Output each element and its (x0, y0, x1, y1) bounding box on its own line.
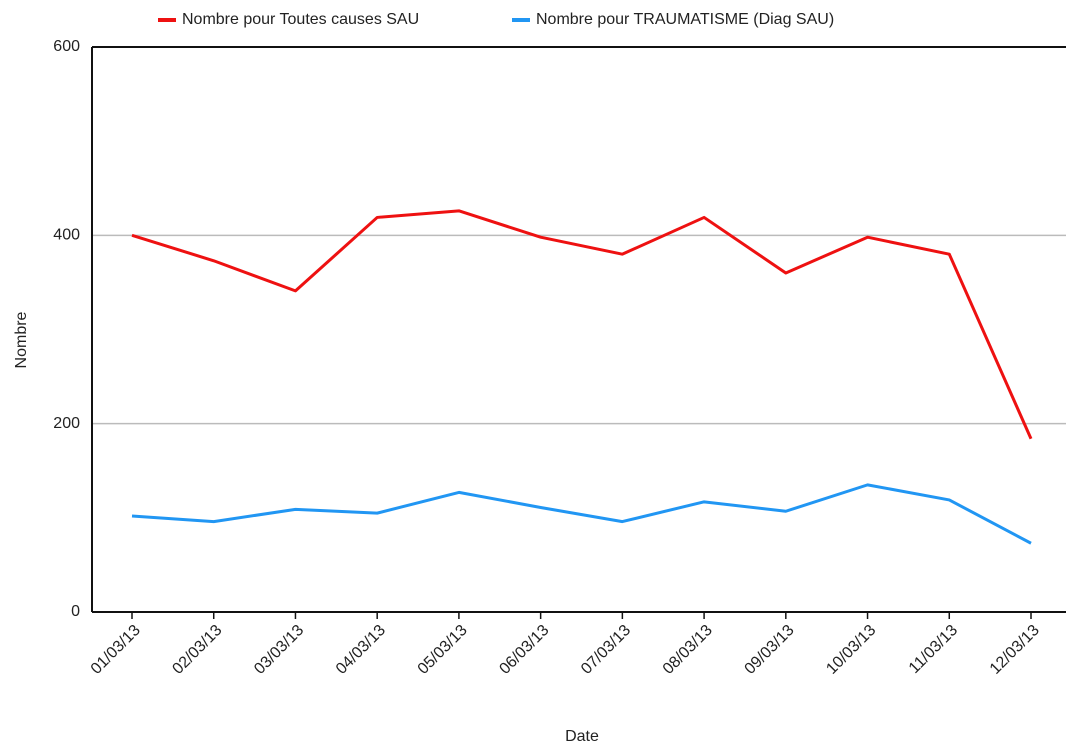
line-series (131, 483, 1032, 545)
line-series (131, 209, 1033, 440)
y-tick-label: 400 (53, 227, 80, 244)
x-tick-label: 06/03/13 (496, 622, 552, 678)
y-tick-label: 0 (71, 603, 80, 620)
y-tick-label: 600 (53, 38, 80, 55)
x-tick-label: 03/03/13 (251, 622, 307, 678)
legend-label: Nombre pour TRAUMATISME (Diag SAU) (536, 11, 834, 28)
x-tick-label: 05/03/13 (415, 622, 471, 678)
x-tick-label: 10/03/13 (823, 622, 879, 678)
x-tick-label: 12/03/13 (987, 622, 1043, 678)
x-tick-label: 08/03/13 (660, 622, 716, 678)
x-axis-label: Date (565, 728, 599, 745)
x-tick-label: 04/03/13 (333, 622, 389, 678)
y-axis-label: Nombre (13, 311, 30, 368)
x-tick-label: 01/03/13 (88, 622, 144, 678)
legend-label: Nombre pour Toutes causes SAU (182, 11, 419, 28)
x-tick-label: 07/03/13 (578, 622, 634, 678)
x-tick-label: 02/03/13 (169, 622, 225, 678)
x-tick-label: 11/03/13 (906, 622, 961, 677)
x-tick-label: 09/03/13 (742, 622, 798, 678)
y-tick-label: 200 (53, 415, 80, 432)
